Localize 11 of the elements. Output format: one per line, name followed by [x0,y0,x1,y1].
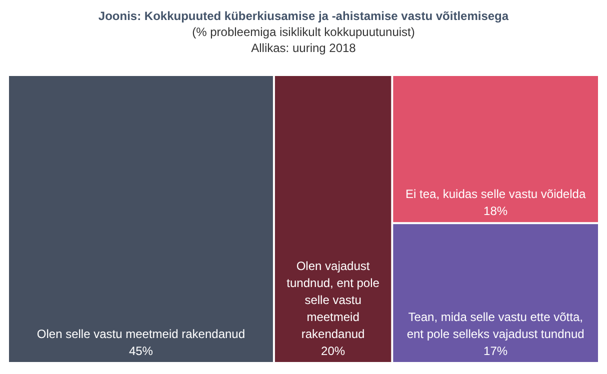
data-label: 17% [484,344,508,358]
category-label: Olen selle vastu meetmeid rakendanud [36,327,246,341]
category-label: Olen vajadust tundnud, ent pole selle vastu meetmeid rakendanud [286,259,380,341]
data-label: 20% [321,344,346,358]
text: Allikas: uuring 2018 [251,41,356,55]
category-label: Ei tea, kuidas selle vastu võidelda [406,187,586,202]
data-label: 18% [484,204,508,218]
category-label: Tean, mida selle vastu ette võtta, ent pole selleks vajadust tundnud [406,310,584,341]
text: Joonis: Kokkupuuted küberkiusamise ja -ahistamise vastu võitlemisega [98,9,509,23]
data-label: 45% [128,344,154,358]
text: (% probleemiga isiklikult kokkupuutunuist) [192,25,415,39]
